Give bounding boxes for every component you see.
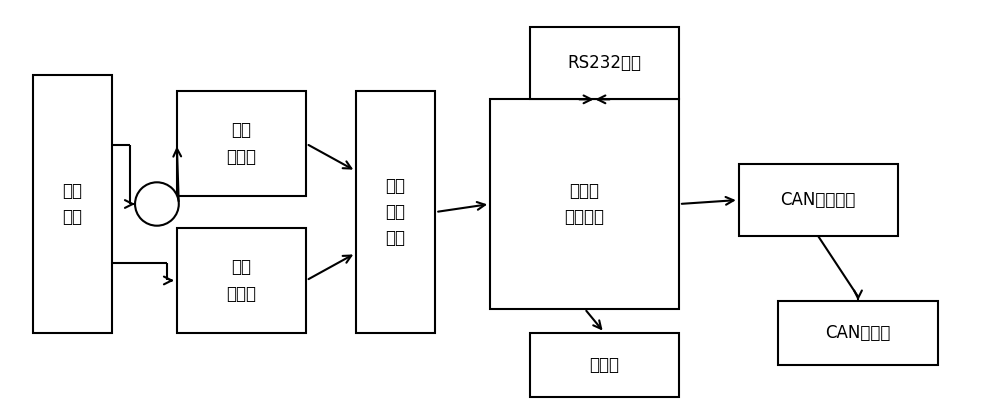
Bar (530, 27, 679, 100)
Bar (530, 333, 679, 397)
Bar (490, 100, 679, 308)
Text: 嵌入式
微控制器: 嵌入式 微控制器 (565, 182, 605, 226)
Text: 动力
电池: 动力 电池 (62, 182, 82, 226)
Text: RS232接口: RS232接口 (567, 54, 641, 72)
Bar (356, 91, 435, 333)
Bar (177, 228, 306, 333)
Text: 电压
传感器: 电压 传感器 (226, 122, 256, 166)
Text: CAN控制器: CAN控制器 (825, 324, 891, 342)
Bar (739, 164, 898, 236)
Bar (177, 91, 306, 196)
Bar (33, 75, 112, 333)
Text: 显示器: 显示器 (589, 356, 619, 374)
Ellipse shape (135, 182, 179, 226)
Text: 模数
转换
模块: 模数 转换 模块 (386, 177, 406, 247)
Bar (778, 301, 938, 365)
Text: CAN总线接口: CAN总线接口 (781, 191, 856, 209)
Text: 电流
传感器: 电流 传感器 (226, 258, 256, 303)
